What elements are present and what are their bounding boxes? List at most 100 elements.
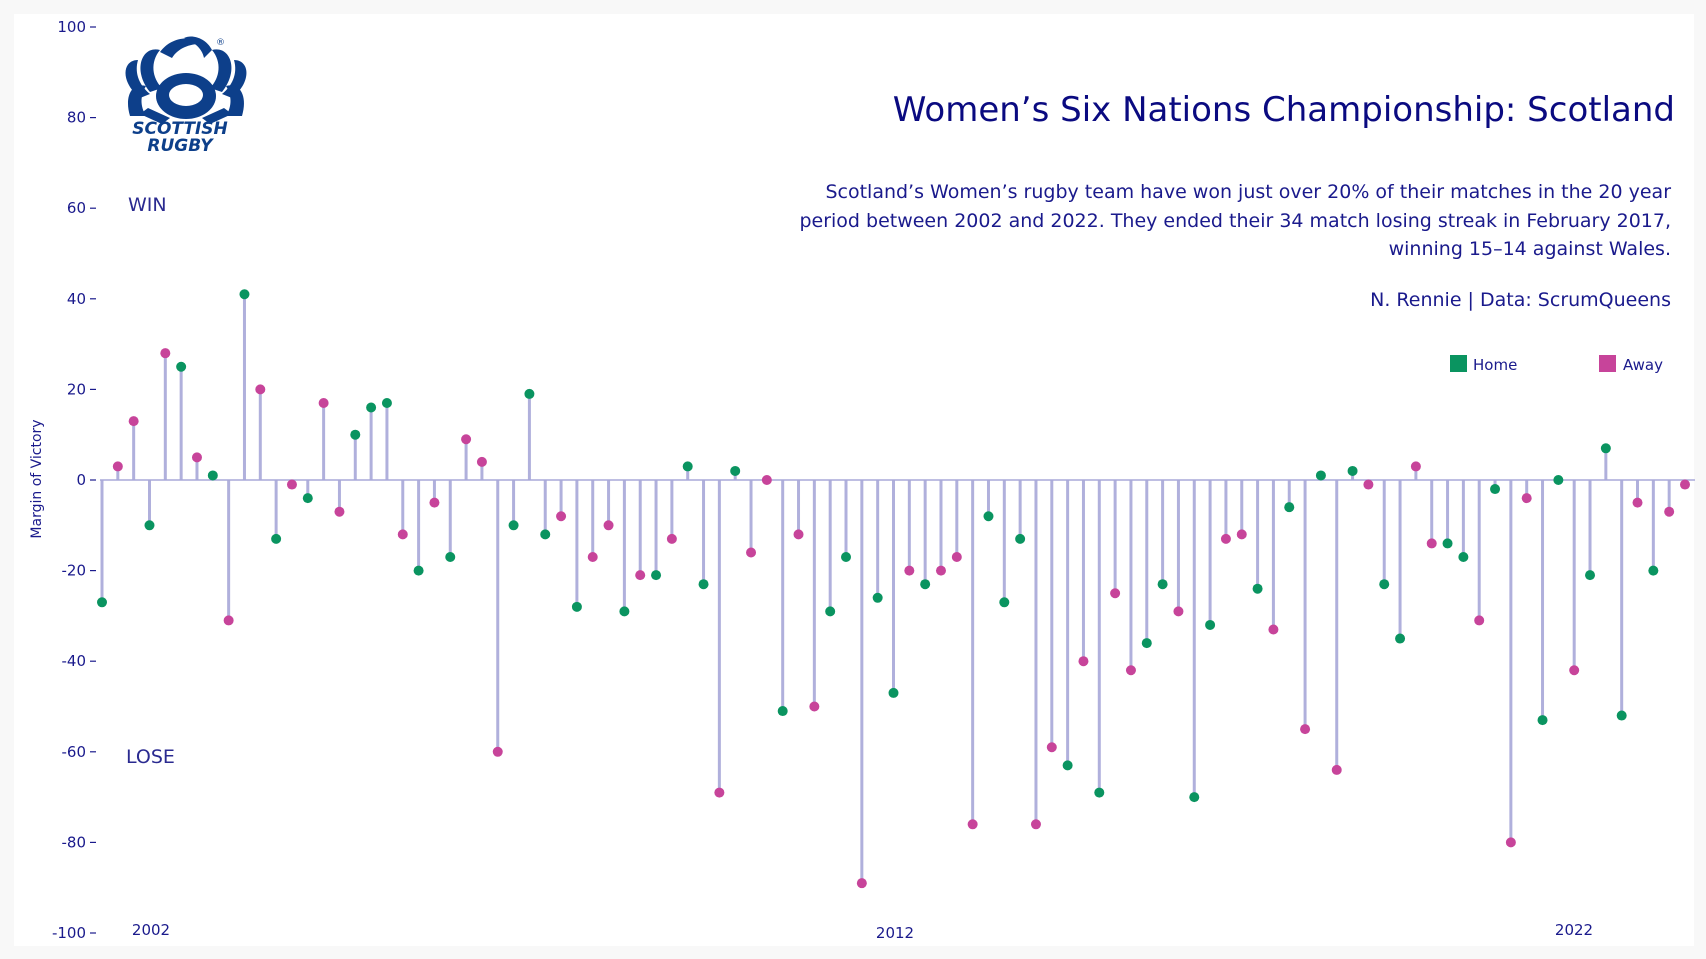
away-match-point [1632, 497, 1643, 508]
away-match-point [286, 479, 297, 490]
y-tick-label: -60 [62, 743, 87, 761]
home-match-point [524, 388, 535, 399]
away-match-point [1046, 742, 1057, 753]
home-match-point [381, 397, 392, 408]
away-match-point [334, 506, 345, 517]
away-match-point [318, 397, 329, 408]
y-tick-label: 80 [67, 109, 86, 127]
away-match-point [904, 565, 915, 576]
home-match-point [571, 601, 582, 612]
home-match-point [508, 520, 519, 531]
home-match-point [1141, 638, 1152, 649]
away-match-point [1030, 819, 1041, 830]
home-match-point [144, 520, 155, 531]
away-match-point [1410, 461, 1421, 472]
away-match-point [397, 529, 408, 540]
home-match-point [841, 552, 852, 563]
home-match-point [540, 529, 551, 540]
logo-line1: SCOTTISH [132, 119, 228, 139]
away-match-point [746, 547, 757, 558]
away-match-point [809, 701, 820, 712]
away-match-point [1331, 764, 1342, 775]
home-match-point [1157, 579, 1168, 590]
home-match-point [1537, 715, 1548, 726]
home-match-point [1205, 619, 1216, 630]
away-match-point [1300, 724, 1311, 735]
away-match-point [1505, 837, 1516, 848]
home-match-point [888, 687, 899, 698]
away-match-point [112, 461, 123, 472]
y-tick-label: -80 [62, 833, 87, 851]
home-match-point [619, 606, 630, 617]
home-match-point [176, 361, 187, 372]
away-match-point [761, 475, 772, 485]
y-axis: 100 80 60 40 20 0 -20 -40 -60 -80 -100 [52, 18, 96, 942]
away-match-point [1521, 493, 1532, 504]
logo-ball [169, 84, 203, 106]
home-match-point [239, 289, 250, 300]
away-match-point [603, 520, 614, 531]
away-match-point [160, 348, 171, 359]
away-match-point [1110, 588, 1121, 599]
home-match-point [1458, 552, 1469, 563]
home-match-point [1395, 633, 1406, 644]
home-match-point [445, 552, 456, 563]
legend-home-swatch [1450, 355, 1467, 372]
y-tick-label: -20 [62, 562, 87, 580]
home-match-point [983, 511, 994, 522]
x-tick-label: 2022 [1555, 921, 1593, 939]
logo-registered-mark: ® [216, 38, 225, 48]
subtitle-line: period between 2002 and 2022. They ended… [799, 210, 1671, 232]
home-match-point [1094, 787, 1105, 798]
home-match-point [1585, 570, 1596, 581]
home-match-point [872, 592, 883, 603]
away-match-point [967, 819, 978, 830]
home-match-point [350, 429, 361, 440]
away-match-point [587, 552, 598, 563]
x-tick-label: 2012 [876, 924, 914, 942]
away-match-point [935, 565, 946, 576]
home-match-point [920, 579, 931, 590]
home-match-point [651, 570, 662, 581]
legend: Home Away [1450, 355, 1663, 374]
away-match-point [1569, 665, 1580, 676]
away-match-point [1664, 506, 1675, 517]
home-match-point [1442, 538, 1453, 549]
home-match-point [1015, 533, 1026, 544]
away-match-point [1125, 665, 1136, 676]
home-match-point [1315, 470, 1326, 481]
home-match-point [1490, 484, 1501, 495]
away-match-point [856, 878, 867, 889]
away-match-point [128, 416, 139, 427]
points [97, 289, 1690, 889]
away-match-point [666, 533, 677, 544]
away-match-point [191, 452, 202, 463]
home-match-point [1600, 443, 1611, 454]
away-match-point [714, 787, 725, 798]
home-match-point [1553, 475, 1564, 485]
away-match-point [429, 497, 440, 508]
away-match-point [476, 456, 487, 467]
chart-subtitle: Scotland’s Women’s rugby team have won j… [799, 181, 1671, 260]
legend-away-swatch [1599, 355, 1616, 372]
legend-away-label: Away [1623, 356, 1663, 374]
away-match-point [1363, 479, 1374, 490]
away-match-point [255, 384, 266, 395]
subtitle-line: winning 15–14 against Wales. [1389, 238, 1671, 260]
stems [100, 294, 1687, 884]
chart-caption: N. Rennie | Data: ScrumQueens [1370, 289, 1671, 311]
home-match-point [97, 597, 107, 608]
home-match-point [777, 706, 788, 717]
y-tick-label: 100 [57, 18, 86, 36]
away-match-point [492, 746, 503, 757]
legend-home-label: Home [1473, 356, 1517, 374]
y-tick-label: 0 [76, 471, 86, 489]
home-match-point [1252, 583, 1263, 594]
x-axis: 2002 2012 2022 [132, 921, 1593, 942]
away-match-point [1236, 529, 1247, 540]
home-match-point [207, 470, 218, 481]
y-tick-label: -100 [52, 924, 86, 942]
away-match-point [1680, 479, 1690, 490]
home-match-point [825, 606, 836, 617]
away-match-point [1078, 656, 1089, 667]
